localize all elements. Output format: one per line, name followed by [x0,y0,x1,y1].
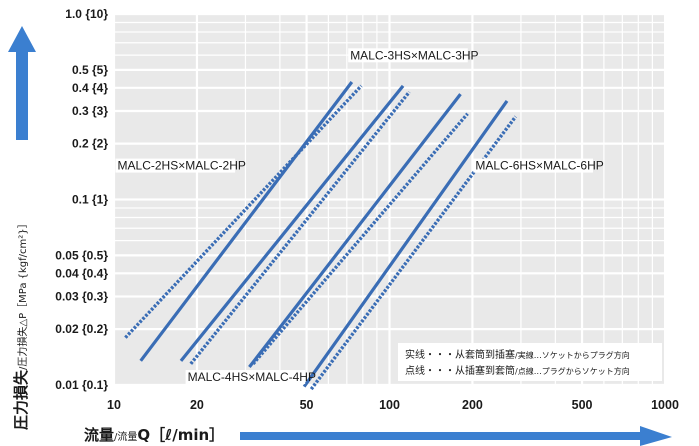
series-lines [124,81,518,391]
legend-solid: 实线・・・从套筒到插塞/実線…ソケットからプラグ方向 [405,348,630,361]
annotation-background [115,158,236,173]
y-tick-label: 0.3 {3} [72,104,108,118]
y-tick-label: 0.02 {0.2} [55,322,108,336]
annotation-background [473,158,593,173]
series-annotations: MALC-2HS×MALC-2HP MALC-3HS×MALC-3HP MALC-4… [115,48,604,385]
x-tick-label: 200 [462,398,483,412]
y-tick-label: 0.03 {0.3} [55,289,108,303]
series-annotation: MALC-6HS×MALC-6HP [475,159,603,173]
x-tick-label: 10 [107,398,121,412]
x-tick-label: 500 [572,398,593,412]
x-tick-label: 1000 [651,398,679,412]
x-axis-arrow-icon [240,426,672,446]
y-tick-label: 0.01 {0.1} [55,378,108,392]
y-tick-label: 0.05 {0.5} [55,248,108,262]
y-axis-label: 圧力損失/圧力損失△P［MPa {kgf/cm²}］ [12,218,30,430]
x-axis-label: 流量/流量Q［ℓ/min］ [84,426,224,444]
series-line-solid [179,84,405,362]
series-line-solid [302,99,509,388]
grid-lines [112,12,666,387]
y-tick-label: 0.4 {4} [72,81,108,95]
series-line-dotted [251,112,469,365]
series-line-dotted [189,90,411,365]
annotation-background [348,48,468,63]
legend-dotted: 点线・・・从插塞到套筒/点線…プラグからソケット方向 [405,364,630,377]
series-annotation: MALC-2HS×MALC-2HP [118,159,246,173]
y-tick-labels: 1.0 {10} 0.5 {5} 0.4 {4} 0.3 {3} 0.2 {2} 0.1 … [55,7,108,392]
y-tick-label: 0.5 {5} [72,63,108,77]
x-tick-label: 20 [190,398,204,412]
series-line-solid [139,81,354,362]
series-annotation: MALC-3HS×MALC-3HP [350,48,478,62]
x-tick-label: 100 [379,398,400,412]
series-annotation: MALC-4HS×MALC-4HP [188,370,316,384]
series-line-solid [248,93,462,369]
legend-box [398,343,662,381]
plot-frame [113,13,666,386]
series-line-dotted [124,84,363,339]
y-tick-label: 0.04 {0.4} [55,266,108,280]
x-tick-label: 50 [300,398,314,412]
x-tick-labels: 10 20 50 100 200 500 1000 [107,398,679,412]
annotation-background [185,370,306,385]
y-tick-label: 0.1 {1} [72,193,108,207]
y-tick-label: 1.0 {10} [65,7,108,21]
y-axis-arrow-icon [8,26,36,140]
y-tick-label: 0.2 {2} [72,137,108,151]
